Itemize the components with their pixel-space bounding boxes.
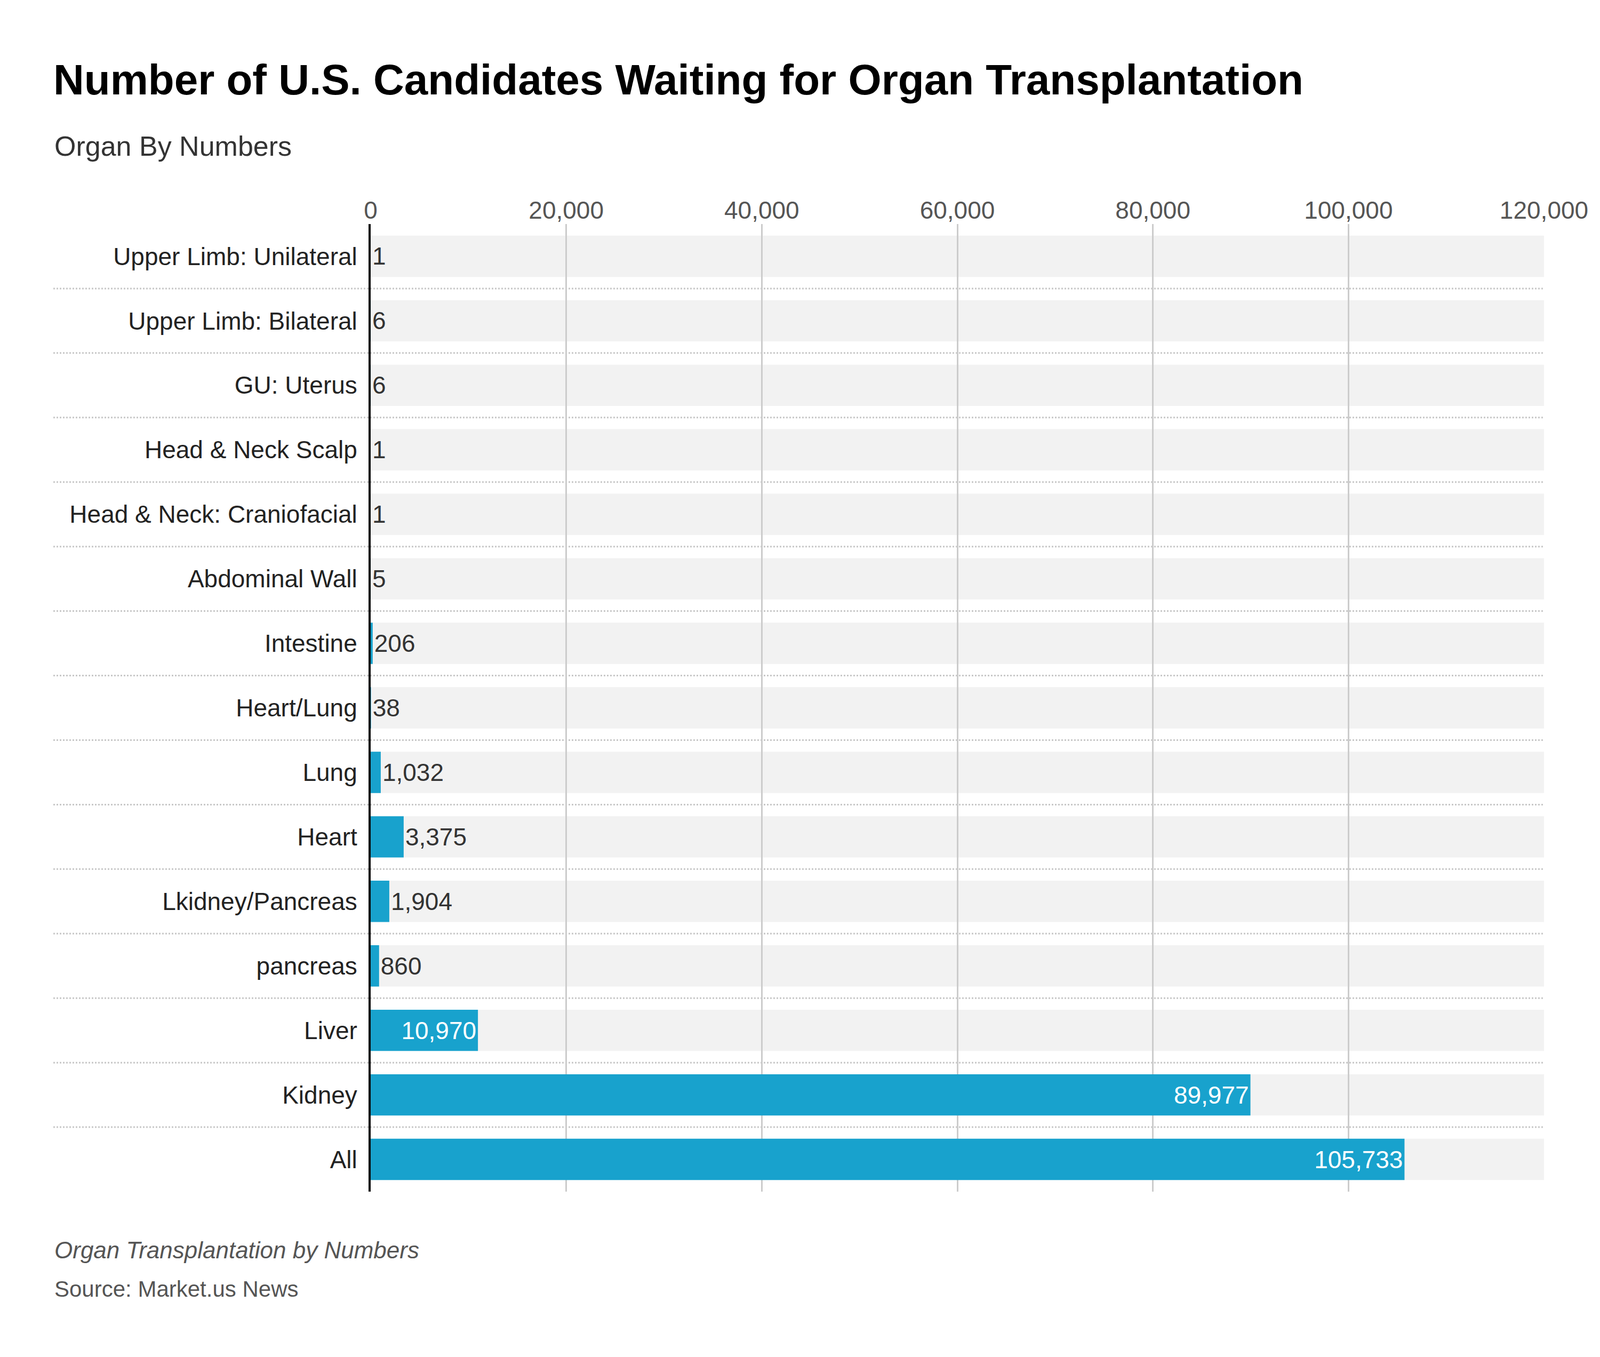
svg-text:Kidney: Kidney (282, 1081, 358, 1109)
svg-text:Heart/Lung: Heart/Lung (235, 693, 358, 722)
svg-text:40,000: 40,000 (724, 196, 800, 224)
svg-text:Head & Neck: Craniofacial: Head & Neck: Craniofacial (69, 500, 357, 528)
svg-text:3,375: 3,375 (405, 822, 467, 851)
svg-text:100,000: 100,000 (1304, 196, 1393, 224)
svg-text:Organ Transplantation by Numbe: Organ Transplantation by Numbers (54, 1236, 420, 1263)
svg-text:120,000: 120,000 (1499, 196, 1589, 224)
svg-text:10,970: 10,970 (401, 1016, 477, 1045)
svg-text:Organ By Numbers: Organ By Numbers (54, 130, 292, 162)
svg-text:0: 0 (363, 196, 378, 224)
svg-text:6: 6 (372, 306, 387, 335)
svg-text:Source: Market.us News: Source: Market.us News (54, 1276, 299, 1302)
svg-text:Upper Limb: Bilateral: Upper Limb: Bilateral (128, 307, 358, 335)
svg-text:89,977: 89,977 (1173, 1081, 1250, 1109)
svg-text:20,000: 20,000 (528, 196, 604, 224)
svg-text:80,000: 80,000 (1115, 196, 1191, 224)
svg-text:1,904: 1,904 (390, 887, 453, 916)
svg-text:105,733: 105,733 (1314, 1145, 1403, 1174)
svg-text:206: 206 (374, 629, 416, 658)
svg-text:All: All (330, 1145, 358, 1174)
svg-text:Abdominal Wall: Abdominal Wall (187, 564, 358, 593)
svg-text:5: 5 (372, 564, 387, 593)
svg-text:Upper Limb: Unilateral: Upper Limb: Unilateral (113, 242, 358, 271)
svg-text:Head & Neck Scalp: Head & Neck Scalp (144, 435, 358, 464)
svg-text:GU: Uterus: GU: Uterus (234, 371, 358, 399)
svg-text:60,000: 60,000 (920, 196, 996, 224)
svg-text:Number of U.S. Candidates Wait: Number of U.S. Candidates Waiting for Or… (53, 56, 1304, 104)
svg-text:1: 1 (372, 242, 387, 270)
svg-text:Intestine: Intestine (264, 629, 358, 658)
svg-text:pancreas: pancreas (256, 952, 358, 980)
svg-text:Heart: Heart (297, 822, 358, 851)
svg-text:Lkidney/Pancreas: Lkidney/Pancreas (162, 887, 358, 916)
svg-text:6: 6 (372, 371, 387, 399)
svg-text:1: 1 (372, 435, 387, 464)
svg-text:860: 860 (380, 952, 422, 980)
svg-text:Lung: Lung (302, 758, 357, 787)
svg-text:Liver: Liver (304, 1016, 358, 1045)
svg-text:38: 38 (372, 693, 400, 722)
svg-text:1: 1 (372, 500, 387, 528)
svg-text:1,032: 1,032 (382, 758, 444, 787)
